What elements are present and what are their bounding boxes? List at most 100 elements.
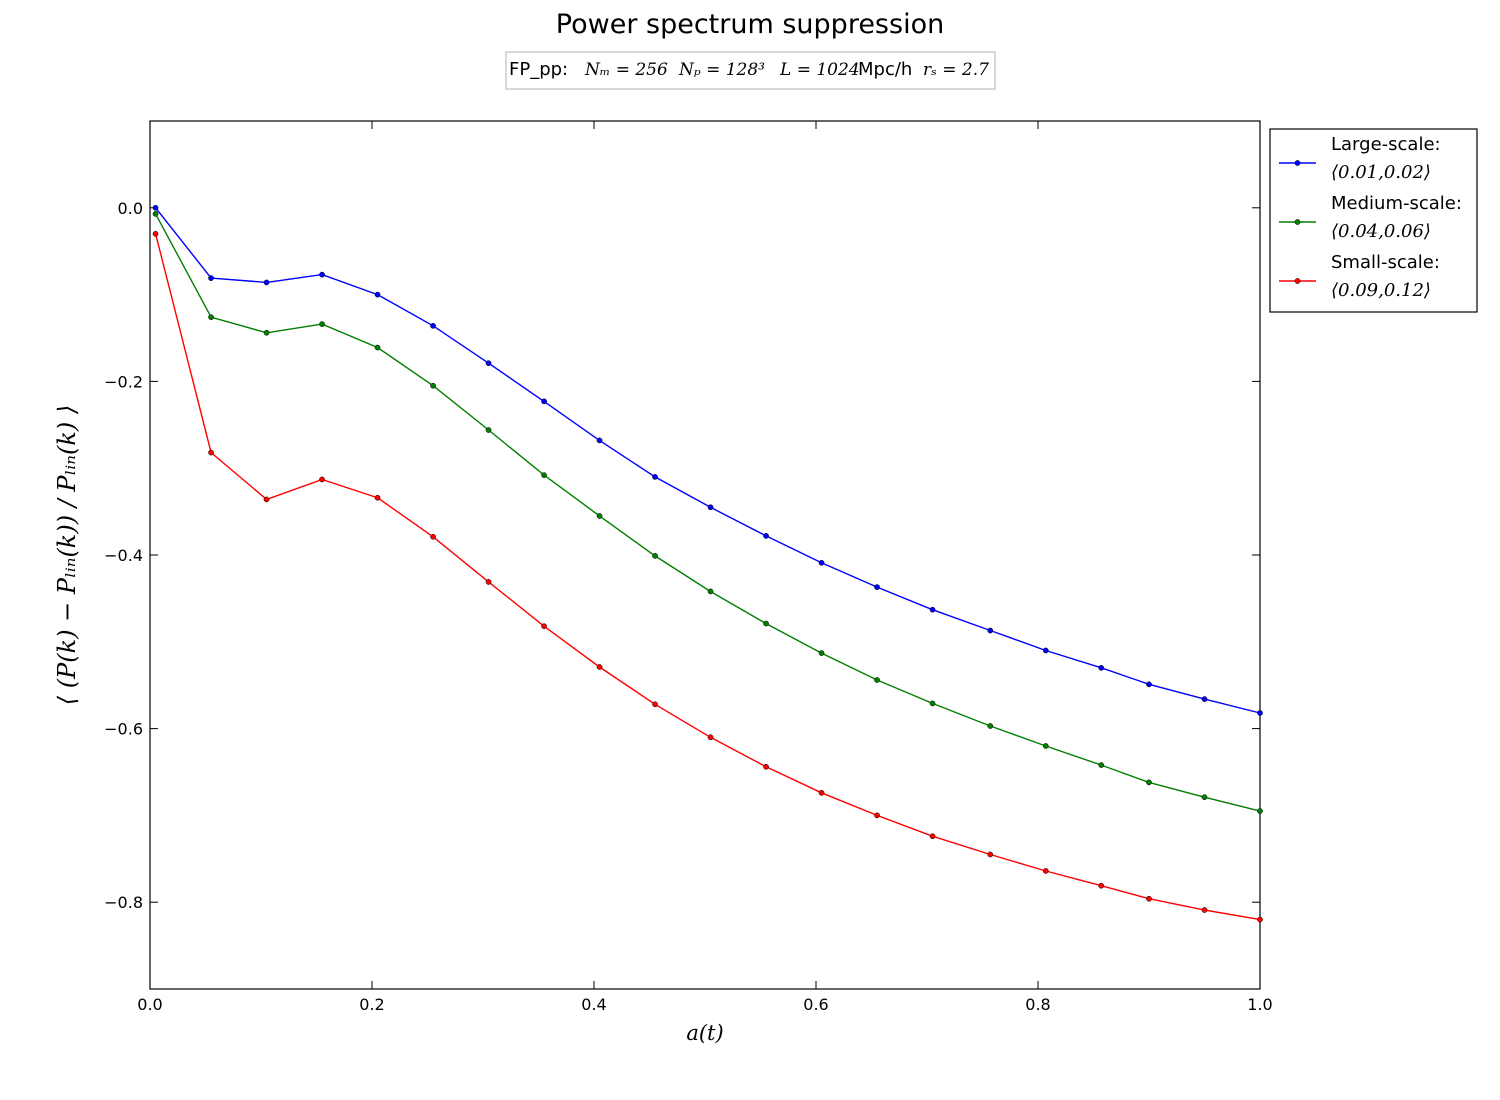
data-point [152, 204, 159, 211]
legend-label: Large-scale: [1331, 134, 1441, 155]
data-point [430, 533, 436, 540]
data-point [319, 476, 325, 483]
y-tick-label: −0.2 [104, 372, 143, 391]
y-tick-label: −0.4 [104, 546, 143, 565]
data-point [1098, 882, 1105, 889]
data-point [707, 504, 714, 511]
data-point [1257, 710, 1263, 716]
data-point [263, 496, 270, 503]
data-point [818, 559, 825, 566]
data-point [430, 382, 436, 389]
subtitle-nm: Nₘ = 256 [584, 60, 668, 80]
data-point [152, 230, 159, 237]
x-tick-label: 0.6 [803, 995, 828, 1014]
data-point [818, 650, 825, 656]
x-tick-label: 0.8 [1025, 995, 1050, 1014]
y-tick-label: 0.0 [118, 199, 143, 218]
subtitle-l: L = 1024 [779, 60, 860, 80]
data-point [874, 812, 880, 819]
data-point [1146, 779, 1152, 786]
data-point [263, 279, 270, 286]
data-point [874, 584, 880, 590]
data-point [987, 851, 994, 858]
legend: Large-scale: ⟨0.01,0.02⟩ Medium-scale: ⟨0.0… [1269, 128, 1478, 313]
data-point [763, 620, 769, 627]
series-2 [152, 211, 1263, 814]
x-tick-label: 0.2 [359, 995, 384, 1014]
data-point [485, 427, 492, 433]
data-point [1257, 916, 1263, 923]
data-point [1201, 907, 1208, 913]
legend-range: ⟨0.01,0.02⟩ [1331, 162, 1431, 183]
data-point [1098, 762, 1105, 768]
data-point [374, 344, 381, 351]
series-1 [152, 204, 1263, 716]
data-point [485, 360, 492, 367]
data-point [1098, 664, 1105, 671]
data-point [596, 513, 603, 519]
data-point [763, 533, 769, 539]
y-tick-label: −0.6 [104, 720, 143, 739]
data-point [1201, 696, 1208, 702]
y-tick-label: −0.8 [104, 893, 143, 912]
subtitle-rs: rₛ = 2.7 [923, 60, 989, 80]
subtitle-prefix: FP_pp: [509, 59, 568, 80]
data-point [1042, 647, 1049, 654]
data-point [763, 763, 769, 770]
data-point [652, 553, 658, 559]
legend-marker [1294, 160, 1301, 166]
x-tick-label: 0.0 [137, 995, 162, 1014]
data-point [707, 734, 714, 741]
subtitle-l-unit: Mpc/h [858, 59, 912, 80]
data-point [541, 398, 547, 405]
chart-title: Power spectrum suppression [556, 9, 944, 40]
legend-label: Small-scale: [1331, 252, 1440, 273]
data-point [1042, 743, 1049, 749]
plot-area [149, 120, 1261, 990]
data-point [374, 291, 381, 298]
data-point [707, 588, 714, 595]
data-point [987, 723, 994, 729]
data-point [596, 437, 603, 444]
legend-marker [1294, 219, 1301, 225]
y-axis-label: ⟨ (P(k) − Pₗᵢₙ(k)) / Pₗᵢₙ(k) ⟩ [53, 405, 81, 705]
legend-label: Medium-scale: [1331, 193, 1462, 214]
data-point [1146, 681, 1152, 688]
x-tick-label: 0.4 [581, 995, 606, 1014]
data-point [208, 314, 214, 321]
legend-marker [1294, 278, 1301, 284]
data-point [1201, 794, 1208, 801]
data-point [541, 623, 547, 630]
data-point [541, 472, 547, 478]
data-point [319, 271, 325, 278]
data-point [208, 449, 214, 456]
series-3 [152, 230, 1263, 923]
data-point [485, 579, 492, 585]
data-point [652, 474, 658, 480]
x-tick-label: 1.0 [1247, 995, 1272, 1014]
data-point [596, 664, 603, 670]
data-point [929, 833, 936, 840]
svg-text:FP_pp:: FP_pp: [509, 59, 568, 80]
data-point [152, 211, 159, 217]
data-point [987, 627, 994, 634]
data-point [874, 677, 880, 683]
subtitle-box: FP_pp: Nₘ = 256 Nₚ = 128³ L = 1024 Mpc/h… [505, 51, 996, 90]
data-point [430, 322, 436, 329]
data-point [263, 329, 270, 336]
subtitle-np: Nₚ = 128³ [678, 60, 765, 80]
data-point [1257, 808, 1263, 814]
legend-range: ⟨0.04,0.06⟩ [1331, 221, 1431, 242]
data-point [1042, 868, 1049, 874]
data-point [652, 701, 658, 708]
data-point [319, 321, 325, 327]
legend-item: Small-scale: ⟨0.09,0.12⟩ [1279, 252, 1440, 301]
legend-item: Medium-scale: ⟨0.04,0.06⟩ [1279, 193, 1462, 242]
data-point [818, 789, 825, 796]
legend-item: Large-scale: ⟨0.01,0.02⟩ [1279, 134, 1441, 183]
data-point [208, 275, 214, 281]
x-axis-label: a(t) [686, 1021, 723, 1045]
data-point [929, 700, 936, 707]
legend-range: ⟨0.09,0.12⟩ [1331, 280, 1431, 301]
